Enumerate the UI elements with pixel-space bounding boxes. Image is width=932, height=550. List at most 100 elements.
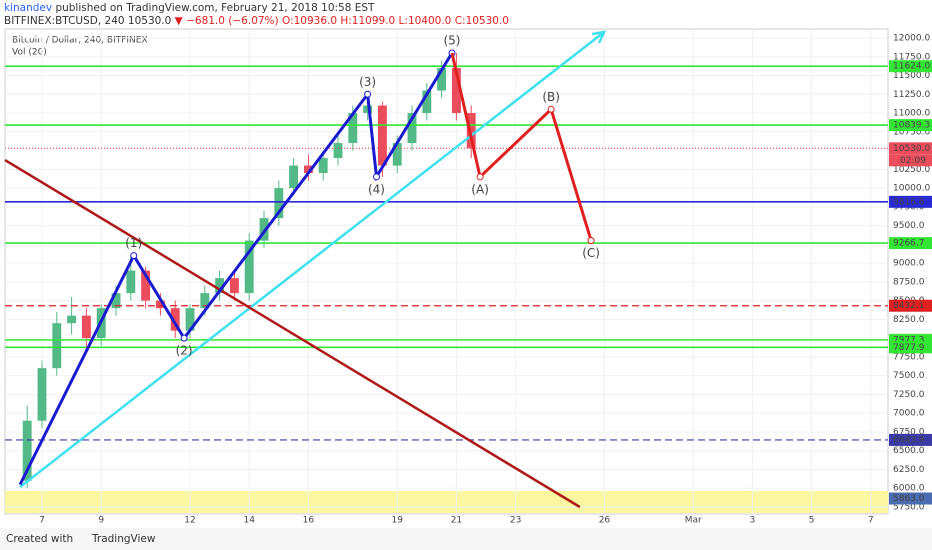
level-tag [889, 299, 932, 312]
level-tag [889, 195, 932, 208]
author[interactable]: kinandev [4, 2, 52, 14]
y-tick-label: 10250.0 [893, 165, 930, 175]
y-tick-label: 11000.0 [893, 109, 930, 119]
x-tick-label: 12 [184, 516, 195, 526]
x-tick-label: 9 [98, 516, 104, 526]
candle-body [289, 165, 299, 189]
level-label: 8432.1 [893, 301, 925, 311]
y-tick-label: 6750.0 [893, 427, 925, 437]
header-line: kinandev published on TradingView.com, F… [4, 2, 375, 14]
level-tag [889, 119, 932, 132]
chart-title: Bitcoin / Dollar, 240, BITFINEX [12, 36, 148, 46]
wave-line [18, 52, 454, 486]
wave-point [587, 237, 595, 245]
change: ▼ −681.0 (−6.07%) [175, 15, 279, 27]
y-tick-label: 5750.0 [893, 503, 925, 513]
y-tick-label: 6000.0 [893, 484, 925, 494]
symbol: BITFINEX:BTCUSD, 240 [4, 15, 125, 27]
candle-body [37, 368, 47, 421]
y-tick-label: 9000.0 [893, 259, 925, 269]
candle-body [303, 165, 313, 174]
x-tick-label: 23 [510, 516, 521, 526]
wave-point [476, 173, 484, 181]
wave-point [130, 252, 138, 260]
level-label: 10839.3 [893, 121, 930, 131]
wave-line [450, 52, 593, 242]
candle-body [348, 113, 358, 144]
candle-body [141, 270, 151, 301]
footer-brand[interactable]: TradingView [91, 533, 156, 545]
level-label: 9816.6 [893, 197, 925, 207]
wave-label: (B) [542, 90, 560, 104]
y-tick-label: 11500.0 [893, 71, 930, 81]
level-tag [889, 492, 932, 505]
x-tick-label: 16 [303, 516, 315, 526]
wave-point [372, 173, 380, 181]
candle-body [126, 270, 136, 294]
candle-body [52, 323, 62, 369]
wave-label: (A) [471, 182, 489, 196]
candle-body [200, 293, 210, 309]
wave-label: (5) [443, 34, 460, 48]
candle-body [392, 143, 402, 166]
level-tag [889, 142, 932, 155]
candle-body [333, 143, 343, 159]
candle-body [67, 315, 77, 324]
level-label: 10530.0 [893, 144, 930, 154]
candle-body [437, 68, 447, 91]
published: published on TradingView.com, February 2… [55, 2, 375, 14]
y-tick-label: 8250.0 [893, 315, 925, 325]
wave-label: (C) [582, 246, 600, 260]
y-tick-label: 11750.0 [893, 52, 930, 62]
y-tick-label: 10000.0 [893, 184, 930, 194]
candle-body [81, 315, 91, 339]
level-tag [889, 237, 932, 250]
x-tick-label: 7 [39, 516, 45, 526]
candle-body [274, 188, 284, 219]
level-label: 7977.3 [893, 335, 925, 345]
candle-body [215, 278, 225, 294]
last-price: 10530.0 [128, 15, 171, 27]
x-tick-label: 5 [809, 516, 815, 526]
level-label: 9266.7 [893, 239, 925, 249]
y-tick-label: 11250.0 [893, 90, 930, 100]
x-tick-label: 3 [750, 516, 756, 526]
y-tick-label: 7250.0 [893, 390, 925, 400]
level-tag [889, 341, 932, 354]
candle-body [111, 293, 121, 309]
footer [0, 528, 932, 550]
y-tick-label: 6500.0 [893, 446, 925, 456]
candle-body [22, 420, 32, 481]
candle-body [155, 300, 165, 309]
trend-line [19, 31, 605, 488]
candle-body [451, 68, 461, 114]
countdown-tag [889, 154, 932, 167]
candle-body [363, 105, 373, 114]
candle-body [407, 113, 417, 144]
y-tick-label: 8750.0 [893, 277, 925, 287]
candle-body [259, 218, 269, 241]
x-tick-label: 26 [599, 516, 611, 526]
indicator-label: Vol (20) [12, 48, 47, 58]
symbol-line: BITFINEX:BTCUSD, 240 10530.0 ▼ −681.0 (−… [4, 15, 509, 27]
y-tick-label: 6250.0 [893, 465, 925, 475]
candle-body [422, 90, 432, 114]
candle-body [229, 278, 239, 294]
y-tick-label: 7750.0 [893, 352, 925, 362]
trend-line [4, 158, 581, 509]
x-tick-label: 14 [243, 516, 255, 526]
x-tick-label: Mar [685, 516, 702, 526]
candle-body [170, 308, 180, 331]
y-tick-label: 9500.0 [893, 221, 925, 231]
ohlc: O:10936.0 H:11099.0 L:10400.0 C:10530.0 [282, 15, 509, 27]
candle-body [185, 308, 195, 331]
candle-body [318, 158, 328, 174]
wave-label: (3) [359, 75, 376, 89]
highlight-band [5, 491, 888, 513]
plot-frame [4, 28, 889, 515]
wave-point [364, 90, 372, 98]
candle-body [377, 105, 387, 166]
level-label: 11624.0 [893, 62, 930, 72]
level-label: 5863.0 [893, 494, 925, 504]
